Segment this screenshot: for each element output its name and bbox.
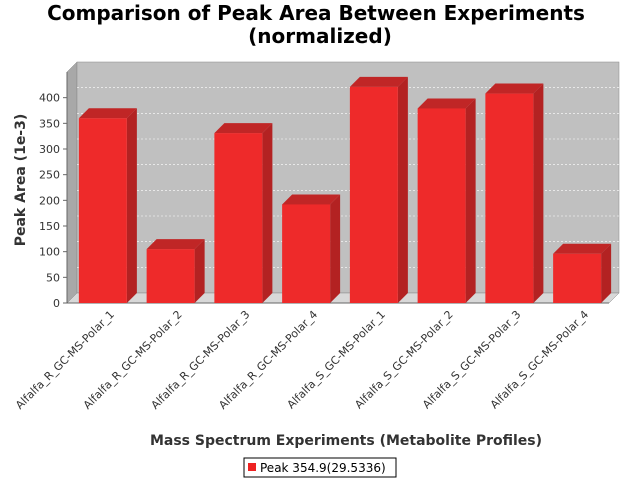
bar-5 xyxy=(349,76,408,304)
legend-swatch xyxy=(248,463,256,471)
bar-front xyxy=(553,253,602,303)
bar-front xyxy=(214,133,263,303)
bar-side xyxy=(533,83,544,303)
x-axis-tick-labels: Alfalfa_R_GC-MS-Polar_1Alfalfa_R_GC-MS-P… xyxy=(13,308,591,412)
y-tick-label: 0 xyxy=(53,297,60,310)
bar-front xyxy=(78,118,127,303)
bar-front xyxy=(349,86,398,304)
bar-front xyxy=(417,108,466,304)
bar-side xyxy=(126,108,137,303)
bar-7 xyxy=(485,83,544,303)
x-axis-label: Mass Spectrum Experiments (Metabolite Pr… xyxy=(150,433,542,449)
y-tick-label: 250 xyxy=(39,169,60,182)
bar-top xyxy=(553,243,612,254)
bar-3 xyxy=(214,123,273,303)
plot-left-wall xyxy=(66,61,78,304)
bar-top xyxy=(214,123,273,134)
y-tick-label: 100 xyxy=(39,246,60,259)
bar-top xyxy=(78,108,137,119)
legend: Peak 354.9(29.5336) xyxy=(243,457,397,478)
y-axis-label: Peak Area (1e-3) xyxy=(13,114,29,247)
y-tick-label: 50 xyxy=(46,271,60,284)
bar-6 xyxy=(417,98,476,304)
chart-title: Comparison of Peak Area Between Experime… xyxy=(47,1,585,25)
bar-side xyxy=(397,76,408,304)
bar-side xyxy=(465,98,476,304)
bar-side xyxy=(330,194,341,303)
bar-top xyxy=(485,83,544,94)
bar-2 xyxy=(146,239,205,303)
bar-top xyxy=(146,239,205,250)
bar-side xyxy=(194,239,205,303)
chart-subtitle: (normalized) xyxy=(248,24,392,48)
y-tick-label: 150 xyxy=(39,220,60,233)
bars xyxy=(78,76,612,304)
legend-entry: Peak 354.9(29.5336) xyxy=(260,461,386,475)
bar-side xyxy=(262,123,273,303)
y-tick-label: 350 xyxy=(39,117,60,130)
bar-top xyxy=(349,76,408,87)
y-tick-label: 300 xyxy=(39,143,60,156)
bar-top xyxy=(282,194,341,205)
y-tick-label: 200 xyxy=(39,194,60,207)
bar-1 xyxy=(78,108,137,303)
y-tick-label: 400 xyxy=(39,92,60,105)
legend-box xyxy=(243,457,397,478)
bar-front xyxy=(146,249,195,303)
bar-front xyxy=(485,93,534,303)
bar-side xyxy=(601,243,612,303)
bar-4 xyxy=(282,194,341,303)
bar-8 xyxy=(553,243,612,303)
bar-top xyxy=(417,98,476,109)
y-axis: 0 50 100 150 200 250 300 350 400 xyxy=(39,72,609,310)
bar-front xyxy=(282,204,331,303)
